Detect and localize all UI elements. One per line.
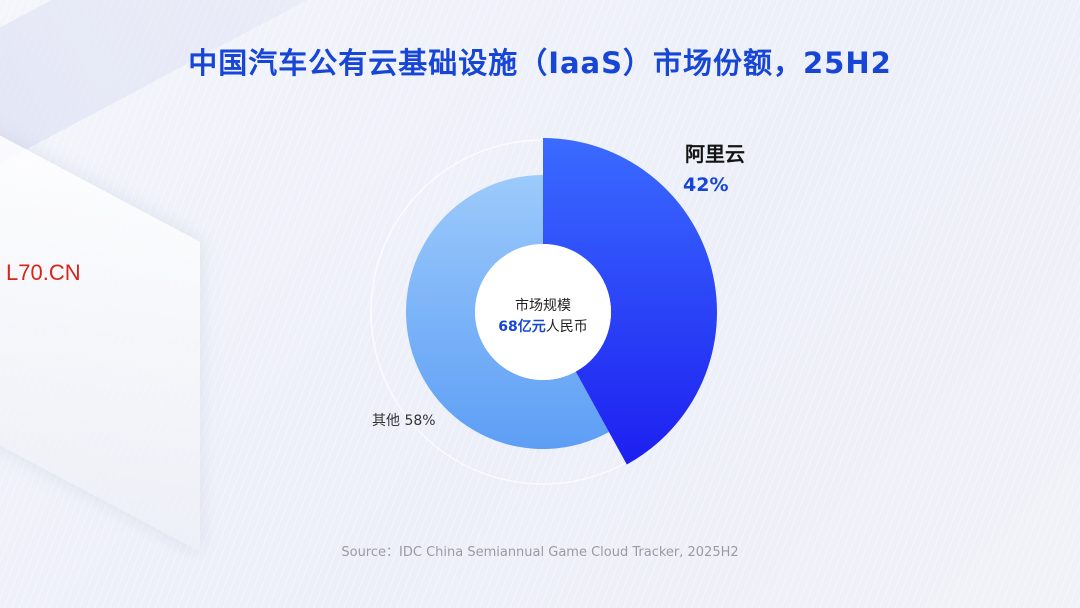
pie-slice-aliyun xyxy=(543,138,717,465)
watermark: L70.CN xyxy=(6,260,81,285)
center-hole xyxy=(475,244,611,380)
pie-slice-other xyxy=(406,175,610,449)
other-label: 其他 58% xyxy=(372,413,436,429)
center-value: 68亿元人民币 xyxy=(468,316,618,336)
center-value-unit: 人民币 xyxy=(545,319,588,335)
center-title: 市场规模 xyxy=(515,298,571,314)
center-value-number: 68亿元 xyxy=(498,319,546,335)
source-note: Source：IDC China Semiannual Game Cloud T… xyxy=(341,545,739,560)
aliyun-label: 阿里云 xyxy=(685,142,745,166)
page-title: 中国汽车公有云基础设施（IaaS）市场份额，25H2 xyxy=(188,46,892,80)
aliyun-percent: 42% xyxy=(683,174,729,196)
